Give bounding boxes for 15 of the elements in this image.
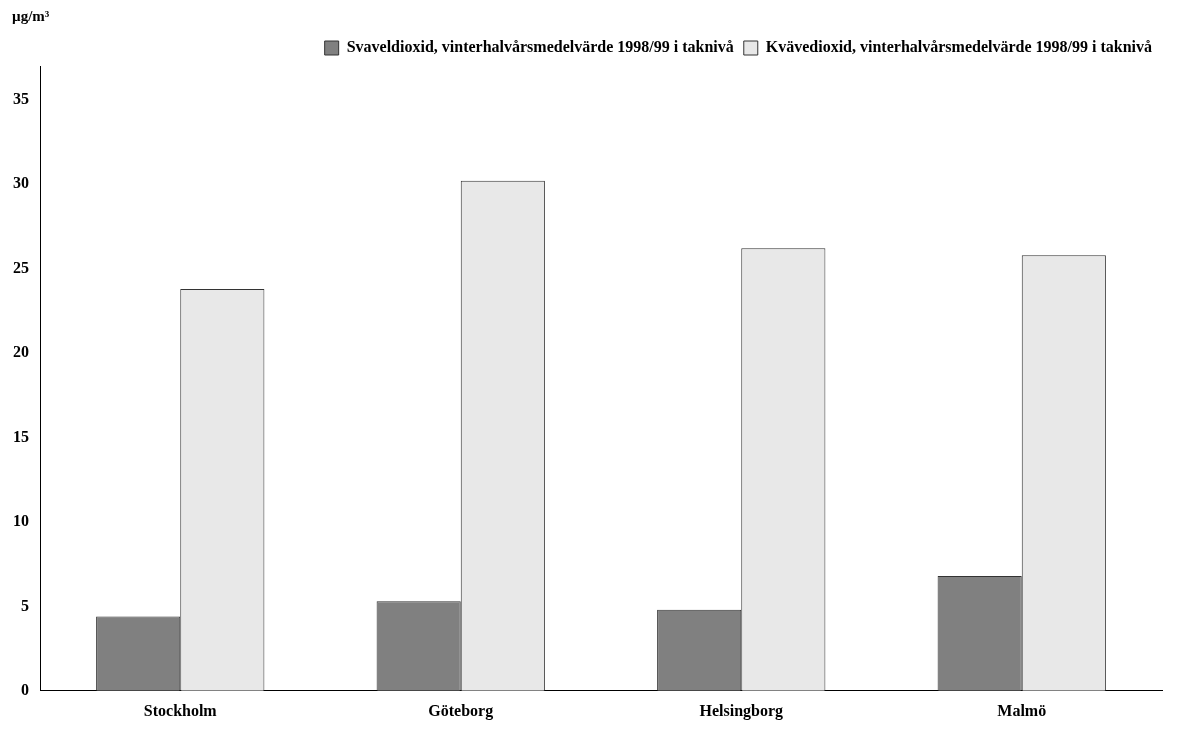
y-tick-label: 0 — [21, 680, 29, 698]
x-tick-label: Göteborg — [428, 701, 494, 720]
x-tick-label: Stockholm — [143, 701, 218, 719]
y-tick-label: 25 — [13, 258, 29, 276]
legend-label: Kvävedioxid, vinterhalvårsmedelvärde 1998/99 i taknivå — [765, 38, 1152, 56]
x-tick-label: Malmö — [997, 701, 1047, 719]
legend-label: Svaveldioxid, vinterhalvårsmedelvärde 1998/99 i taknivå — [346, 38, 734, 56]
x-tick-label: Helsingborg — [699, 701, 784, 720]
y-tick-label: 30 — [13, 174, 29, 192]
y-tick-label: 5 — [21, 596, 29, 614]
y-tick-label: 10 — [13, 512, 29, 530]
y-tick-label: 35 — [13, 89, 29, 107]
y-tick-label: 20 — [13, 343, 29, 361]
y-axis-title: µg/m³ — [12, 8, 50, 25]
y-tick-label: 15 — [13, 427, 29, 445]
